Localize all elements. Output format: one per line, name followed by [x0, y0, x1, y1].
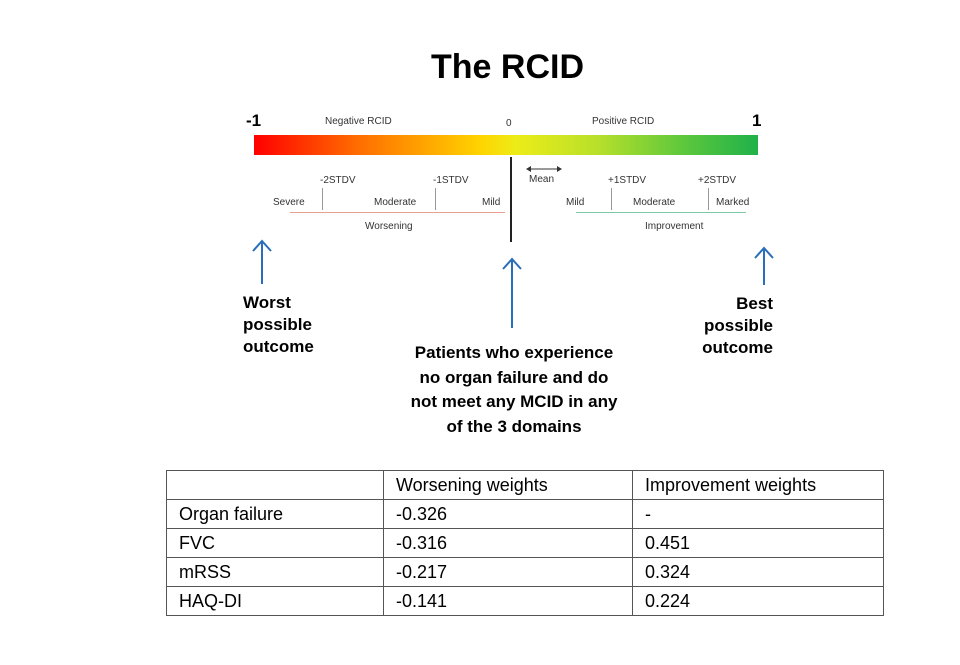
category-mild-worsening: Mild — [482, 197, 501, 208]
tick-plus1stdv: +1STDV — [608, 175, 647, 186]
scale-max-label: 1 — [752, 111, 762, 130]
best-outcome-callout: Best possible outcome — [690, 293, 773, 359]
zero-divider — [510, 157, 512, 242]
center-callout: Patients who experience no organ failure… — [384, 341, 644, 439]
callout-line: no organ failure and do — [419, 367, 609, 387]
table-cell: -0.326 — [383, 499, 633, 529]
rcid-gradient-bar — [254, 135, 758, 155]
table-row: mRSS -0.217 0.324 — [166, 557, 884, 587]
weights-table: Worsening weights Improvement weights Or… — [166, 470, 884, 616]
callout-line: possible — [704, 316, 773, 335]
callout-line: Worst — [243, 293, 291, 312]
callout-line: Best — [736, 294, 773, 313]
table-cell: mRSS — [166, 557, 384, 587]
tick-line — [708, 188, 709, 210]
positive-rcid-label: Positive RCID — [592, 116, 655, 127]
table-header-cell: Improvement weights — [632, 470, 884, 500]
table-header-row: Worsening weights Improvement weights — [166, 470, 884, 500]
callout-line: not meet any MCID in any — [410, 392, 618, 411]
table-cell: 0.224 — [632, 586, 884, 616]
table-cell: Organ failure — [166, 499, 384, 529]
table-cell: -0.217 — [383, 557, 633, 587]
table-row: Organ failure -0.326 - — [166, 499, 884, 529]
table-cell: FVC — [166, 528, 384, 558]
left-up-arrow-icon — [252, 239, 272, 284]
table-row: HAQ-DI -0.141 0.224 — [166, 586, 884, 616]
table-header-cell: Worsening weights — [383, 470, 633, 500]
tick-line — [435, 188, 436, 210]
category-mild-improvement: Mild — [566, 197, 585, 208]
tick-plus2stdv: +2STDV — [698, 175, 737, 186]
tick-line — [322, 188, 323, 210]
right-up-arrow-icon — [754, 246, 774, 285]
callout-line: outcome — [243, 337, 314, 356]
scale-min-label: -1 — [246, 111, 262, 130]
worsening-range-line — [290, 212, 505, 213]
callout-line: of the 3 domains — [446, 416, 582, 436]
center-up-arrow-icon — [502, 257, 522, 328]
category-moderate-improvement: Moderate — [633, 197, 676, 208]
improvement-label: Improvement — [645, 221, 704, 232]
table-row: FVC -0.316 0.451 — [166, 528, 884, 558]
table-cell: - — [632, 499, 884, 529]
callout-line: possible — [243, 315, 312, 334]
table-cell: HAQ-DI — [166, 586, 384, 616]
tick-minus2stdv: -2STDV — [320, 175, 356, 186]
table-cell: 0.451 — [632, 528, 884, 558]
improvement-range-line — [576, 212, 746, 213]
callout-line: Patients who experience — [414, 343, 614, 362]
worst-outcome-callout: Worst possible outcome — [243, 292, 314, 358]
mean-double-arrow-icon — [526, 166, 562, 172]
page-title: The RCID — [431, 48, 584, 86]
table-header-cell — [166, 470, 384, 500]
zero-label: 0 — [506, 118, 512, 129]
category-marked: Marked — [716, 197, 750, 208]
mean-label: Mean — [529, 174, 555, 185]
negative-rcid-label: Negative RCID — [325, 116, 392, 127]
table-cell: -0.316 — [383, 528, 633, 558]
category-severe: Severe — [273, 197, 305, 208]
callout-line: outcome — [702, 338, 773, 357]
tick-line — [611, 188, 612, 210]
table-cell: 0.324 — [632, 557, 884, 587]
tick-minus1stdv: -1STDV — [433, 175, 469, 186]
table-cell: -0.141 — [383, 586, 633, 616]
worsening-label: Worsening — [365, 221, 413, 232]
category-moderate-worsening: Moderate — [374, 197, 417, 208]
